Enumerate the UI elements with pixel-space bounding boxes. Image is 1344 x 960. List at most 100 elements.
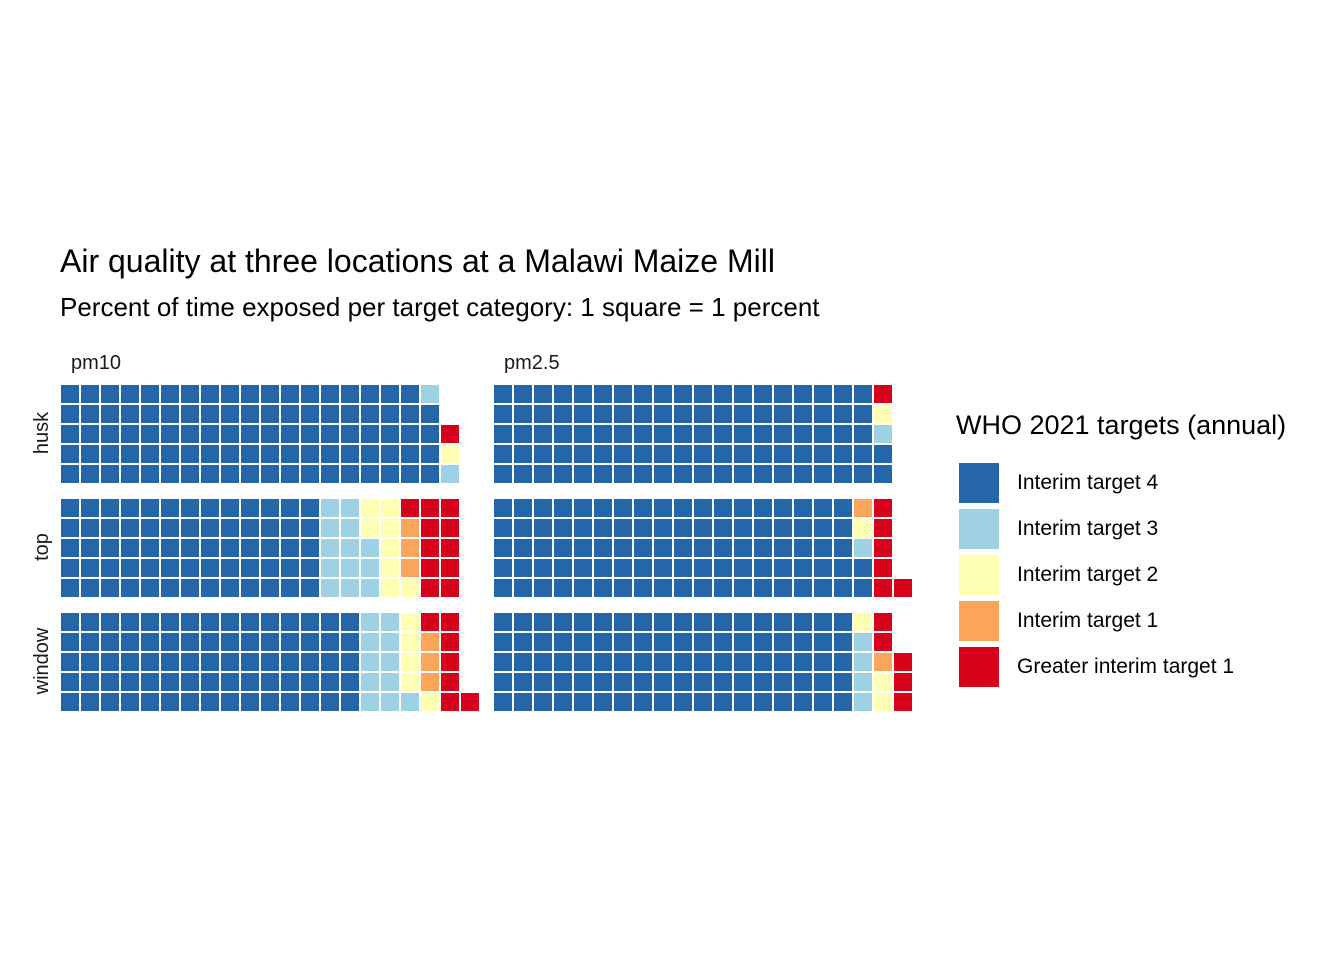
waffle-square-husk-pm25 [774, 405, 792, 423]
waffle-square-husk-pm10 [321, 425, 339, 443]
waffle-square-top-pm25 [774, 579, 792, 597]
waffle-square-top-pm25 [494, 499, 512, 517]
waffle-square-husk-pm25 [834, 405, 852, 423]
waffle-square-top-pm10 [241, 499, 259, 517]
waffle-square-window-pm10 [301, 653, 319, 671]
waffle-square-window-pm10 [441, 633, 459, 651]
waffle-square-top-pm25 [614, 559, 632, 577]
waffle-square-window-pm25 [514, 613, 532, 631]
waffle-square-window-pm10 [241, 633, 259, 651]
waffle-square-top-pm25 [814, 559, 832, 577]
waffle-square-husk-pm25 [574, 405, 592, 423]
waffle-square-husk-pm25 [654, 465, 672, 483]
waffle-square-top-pm10 [301, 559, 319, 577]
waffle-square-husk-pm10 [61, 425, 79, 443]
waffle-square-top-pm10 [281, 579, 299, 597]
waffle-square-top-pm10 [141, 499, 159, 517]
waffle-square-husk-pm10 [261, 445, 279, 463]
waffle-square-window-pm10 [281, 673, 299, 691]
waffle-square-window-pm25 [614, 633, 632, 651]
waffle-square-window-pm25 [494, 673, 512, 691]
waffle-square-window-pm25 [854, 613, 872, 631]
waffle-square-top-pm25 [594, 579, 612, 597]
waffle-square-top-pm25 [754, 559, 772, 577]
waffle-square-window-pm25 [774, 673, 792, 691]
waffle-square-top-pm10 [441, 539, 459, 557]
waffle-square-window-pm10 [101, 653, 119, 671]
waffle-square-top-pm10 [421, 539, 439, 557]
waffle-square-top-pm10 [341, 539, 359, 557]
waffle-square-window-pm25 [714, 613, 732, 631]
waffle-square-husk-pm25 [854, 425, 872, 443]
waffle-square-husk-pm10 [321, 445, 339, 463]
waffle-square-top-pm25 [534, 499, 552, 517]
waffle-square-husk-pm25 [654, 405, 672, 423]
waffle-square-window-pm10 [201, 613, 219, 631]
waffle-square-husk-pm25 [494, 445, 512, 463]
waffle-square-husk-pm10 [241, 405, 259, 423]
waffle-square-window-pm10 [341, 653, 359, 671]
waffle-square-window-pm25 [554, 673, 572, 691]
waffle-square-window-pm25 [794, 633, 812, 651]
waffle-square-window-pm25 [494, 613, 512, 631]
waffle-square-husk-pm10 [121, 425, 139, 443]
waffle-square-window-pm10 [261, 633, 279, 651]
waffle-square-window-pm25 [814, 673, 832, 691]
waffle-square-husk-pm10 [341, 385, 359, 403]
waffle-square-husk-pm25 [734, 445, 752, 463]
waffle-square-window-pm10 [81, 693, 99, 711]
waffle-square-husk-pm25 [794, 445, 812, 463]
waffle-square-top-pm10 [421, 519, 439, 537]
waffle-square-top-pm10 [441, 499, 459, 517]
waffle-square-window-pm25 [634, 633, 652, 651]
waffle-square-window-pm10 [321, 693, 339, 711]
waffle-square-husk-pm10 [161, 425, 179, 443]
waffle-square-husk-pm25 [794, 405, 812, 423]
waffle-square-window-pm25 [734, 673, 752, 691]
legend-item-interim-1: Interim target 1 [956, 601, 1286, 647]
waffle-square-husk-pm10 [201, 445, 219, 463]
waffle-square-husk-pm10 [181, 465, 199, 483]
waffle-square-window-pm25 [714, 673, 732, 691]
waffle-square-window-pm25 [594, 613, 612, 631]
waffle-square-husk-pm10 [381, 425, 399, 443]
waffle-square-window-pm10 [361, 693, 379, 711]
waffle-square-top-pm10 [101, 579, 119, 597]
waffle-square-husk-pm25 [514, 425, 532, 443]
waffle-square-top-pm25 [694, 579, 712, 597]
waffle-square-top-pm10 [201, 539, 219, 557]
waffle-square-husk-pm25 [854, 385, 872, 403]
waffle-square-husk-pm25 [694, 425, 712, 443]
waffle-square-top-pm25 [514, 559, 532, 577]
waffle-square-husk-pm25 [654, 445, 672, 463]
waffle-square-top-pm10 [141, 559, 159, 577]
waffle-square-husk-pm25 [694, 405, 712, 423]
waffle-square-top-pm10 [161, 499, 179, 517]
waffle-square-window-pm10 [381, 673, 399, 691]
waffle-square-window-pm25 [794, 693, 812, 711]
waffle-square-husk-pm25 [614, 405, 632, 423]
waffle-square-husk-pm25 [694, 385, 712, 403]
waffle-square-window-pm25 [634, 693, 652, 711]
waffle-square-window-pm25 [754, 613, 772, 631]
waffle-square-window-pm25 [874, 633, 892, 651]
waffle-square-husk-pm25 [794, 425, 812, 443]
waffle-square-husk-pm25 [854, 465, 872, 483]
chart-title: Air quality at three locations at a Mala… [60, 243, 775, 279]
waffle-square-window-pm25 [834, 653, 852, 671]
waffle-square-window-pm10 [321, 633, 339, 651]
waffle-square-top-pm10 [281, 539, 299, 557]
waffle-square-window-pm10 [81, 613, 99, 631]
waffle-square-window-pm10 [341, 673, 359, 691]
waffle-square-top-pm25 [874, 579, 892, 597]
waffle-square-top-pm25 [554, 579, 572, 597]
waffle-square-top-pm25 [674, 539, 692, 557]
waffle-square-top-pm25 [814, 579, 832, 597]
legend-label-interim-3: Interim target 3 [1017, 517, 1159, 540]
waffle-square-window-pm10 [81, 673, 99, 691]
waffle-square-husk-pm10 [241, 425, 259, 443]
waffle-square-top-pm25 [694, 499, 712, 517]
waffle-square-window-pm10 [181, 613, 199, 631]
waffle-square-husk-pm25 [654, 425, 672, 443]
